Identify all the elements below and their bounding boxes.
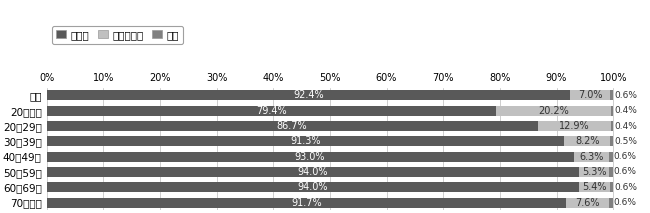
- Bar: [497, 106, 611, 116]
- Bar: [573, 152, 609, 162]
- Text: 8.2%: 8.2%: [575, 136, 599, 146]
- Text: 86.7%: 86.7%: [277, 121, 307, 131]
- Text: 5.3%: 5.3%: [582, 167, 606, 177]
- Text: 5.4%: 5.4%: [582, 182, 606, 192]
- Bar: [609, 152, 613, 162]
- Bar: [570, 91, 610, 100]
- Bar: [47, 167, 579, 177]
- Text: 0.6%: 0.6%: [614, 198, 637, 207]
- Bar: [579, 167, 609, 177]
- Text: 12.9%: 12.9%: [559, 121, 590, 131]
- Text: 20.2%: 20.2%: [538, 106, 569, 116]
- Bar: [47, 152, 573, 162]
- Text: 0.5%: 0.5%: [614, 137, 638, 146]
- Bar: [609, 198, 613, 207]
- Bar: [610, 136, 613, 146]
- Bar: [610, 182, 613, 192]
- Bar: [564, 136, 610, 146]
- Bar: [609, 167, 613, 177]
- Text: 92.4%: 92.4%: [293, 91, 324, 100]
- Text: 91.3%: 91.3%: [290, 136, 320, 146]
- Text: 0.6%: 0.6%: [614, 183, 638, 192]
- Bar: [579, 182, 610, 192]
- Text: 0.4%: 0.4%: [614, 106, 637, 115]
- Text: 0.4%: 0.4%: [614, 122, 637, 131]
- Bar: [47, 91, 570, 100]
- Bar: [47, 198, 566, 207]
- Legend: したい, したくない, 不詳: したい, したくない, 不詳: [52, 26, 183, 44]
- Bar: [538, 121, 611, 131]
- Text: 0.6%: 0.6%: [614, 167, 637, 176]
- Text: 79.4%: 79.4%: [256, 106, 287, 116]
- Text: 7.6%: 7.6%: [575, 198, 600, 208]
- Text: 93.0%: 93.0%: [295, 152, 325, 162]
- Text: 91.7%: 91.7%: [291, 198, 322, 208]
- Bar: [611, 106, 613, 116]
- Bar: [610, 91, 613, 100]
- Bar: [47, 121, 538, 131]
- Bar: [611, 121, 613, 131]
- Bar: [566, 198, 609, 207]
- Bar: [47, 182, 579, 192]
- Text: 94.0%: 94.0%: [298, 182, 328, 192]
- Text: 6.3%: 6.3%: [579, 152, 604, 162]
- Text: 7.0%: 7.0%: [578, 91, 603, 100]
- Bar: [47, 106, 497, 116]
- Text: 0.6%: 0.6%: [614, 91, 638, 100]
- Text: 0.6%: 0.6%: [614, 152, 637, 161]
- Bar: [47, 136, 564, 146]
- Text: 94.0%: 94.0%: [298, 167, 328, 177]
